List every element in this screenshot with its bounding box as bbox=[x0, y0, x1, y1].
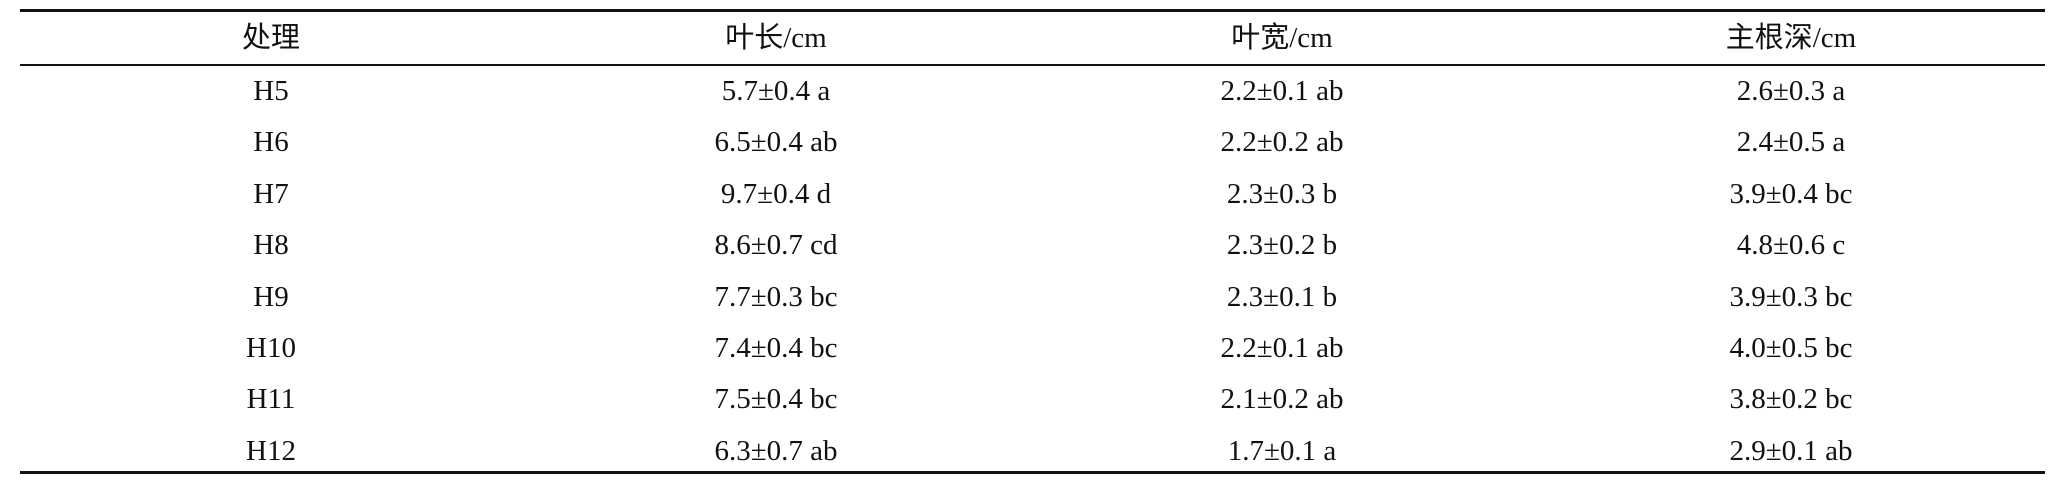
data-cell: 2.3±0.3 b bbox=[1226, 177, 1338, 210]
data-cell: 5.7±0.4 a bbox=[721, 75, 831, 107]
data-cell: 3.9±0.3 bc bbox=[1729, 280, 1853, 313]
row-label: H12 bbox=[246, 434, 296, 467]
data-cell: 3.8±0.2 bc bbox=[1729, 383, 1853, 416]
row-label: H6 bbox=[253, 126, 289, 159]
data-cell: 1.7±0.1 a bbox=[1227, 434, 1337, 467]
row-label: H5 bbox=[253, 75, 289, 107]
data-cell: 2.6±0.3 a bbox=[1736, 75, 1846, 107]
data-cell: 4.8±0.6 c bbox=[1736, 229, 1846, 262]
header-cell: 主根深/cm bbox=[1725, 22, 1857, 54]
data-cell: 2.9±0.1 ab bbox=[1729, 434, 1853, 467]
header-cell: 处理 bbox=[241, 22, 300, 54]
data-cell: 4.0±0.5 bc bbox=[1729, 332, 1853, 364]
data-cell: 3.9±0.4 bc bbox=[1729, 177, 1853, 210]
header-cell: 叶宽/cm bbox=[1231, 22, 1333, 54]
data-cell: 7.5±0.4 bc bbox=[714, 383, 838, 416]
row-label: H7 bbox=[253, 177, 289, 210]
row-label: H9 bbox=[253, 280, 289, 313]
data-cell: 2.4±0.5 a bbox=[1736, 126, 1846, 159]
header-cell: 叶长/cm bbox=[725, 22, 827, 54]
header-rule bbox=[20, 64, 2045, 66]
bottom-rule bbox=[20, 471, 2045, 474]
data-cell: 2.3±0.1 b bbox=[1226, 280, 1338, 313]
row-label: H8 bbox=[253, 229, 289, 262]
data-cell: 2.2±0.2 ab bbox=[1220, 126, 1344, 159]
data-cell: 2.2±0.1 ab bbox=[1220, 75, 1344, 107]
data-cell: 2.3±0.2 b bbox=[1226, 229, 1338, 262]
data-cell: 2.1±0.2 ab bbox=[1220, 383, 1344, 416]
row-label: H10 bbox=[246, 332, 296, 364]
data-cell: 8.6±0.7 cd bbox=[714, 229, 838, 262]
data-cell: 9.7±0.4 d bbox=[720, 177, 832, 210]
data-cell: 6.3±0.7 ab bbox=[714, 434, 838, 467]
data-cell: 6.5±0.4 ab bbox=[714, 126, 838, 159]
data-cell: 7.4±0.4 bc bbox=[714, 332, 838, 364]
row-label: H11 bbox=[246, 383, 296, 416]
data-cell: 2.2±0.1 ab bbox=[1220, 332, 1344, 364]
top-rule bbox=[20, 9, 2045, 12]
data-cell: 7.7±0.3 bc bbox=[714, 280, 838, 313]
